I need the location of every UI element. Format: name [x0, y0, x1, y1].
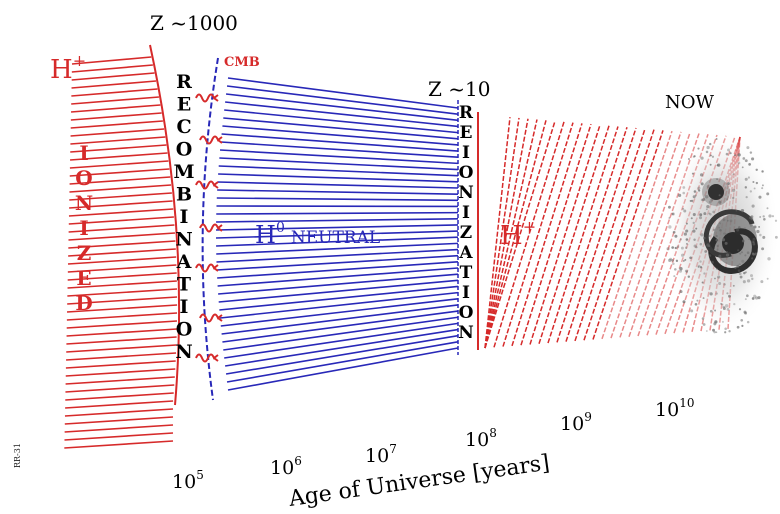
age-axis-tick-label: 106 — [270, 454, 302, 479]
age-axis-tick-label: 105 — [172, 468, 204, 493]
reionization-letter: N — [458, 323, 474, 343]
recombination-letter: N — [175, 341, 192, 363]
recombination-boundary — [149, 44, 181, 406]
age-axis-tick-label: 109 — [560, 410, 592, 435]
reionization-letter: I — [462, 143, 470, 163]
cmb-photon-icon — [195, 93, 219, 103]
ionized-letter: N — [75, 191, 93, 215]
age-axis-ticks: 105 106 107 108 109 1010 — [172, 396, 694, 493]
ionized-letter: O — [75, 166, 92, 190]
spiral-galaxy-icon — [664, 127, 780, 337]
age-axis-tick-label: 108 — [465, 426, 497, 451]
reionization-letter: T — [460, 263, 473, 283]
ionized-letter: Z — [77, 241, 92, 265]
ionized-letter: I — [79, 216, 88, 240]
recombination-letter: I — [180, 206, 189, 228]
age-axis-tick-label: 1010 — [655, 396, 694, 421]
recombination-letter: E — [177, 94, 191, 116]
ionized-region-early — [64, 56, 178, 449]
reionization-letter: A — [458, 243, 473, 263]
reionization-letter: O — [459, 163, 474, 183]
ionized-letter: D — [75, 291, 92, 315]
neutral-region — [215, 77, 459, 391]
ionized-early-ion-label: H+ — [50, 51, 86, 85]
reionization-letter: O — [459, 303, 474, 323]
redshift-reionization-label: Z ~10 — [428, 77, 490, 101]
recombination-letter: A — [176, 251, 192, 273]
recombination-letter: B — [176, 184, 192, 206]
recombination-letter: C — [176, 116, 191, 138]
cmb-photon-icon — [195, 263, 219, 273]
reionization-letter: R — [459, 103, 474, 123]
reionization-letter: N — [458, 183, 474, 203]
cmb-photon-icon — [199, 223, 223, 233]
reionization-letter: E — [460, 123, 473, 143]
reionization-letter: I — [462, 283, 470, 303]
age-axis-title: Age of Universe [years] — [286, 451, 551, 512]
cmb-photons — [195, 93, 223, 363]
recombination-letter: R — [176, 71, 192, 93]
age-axis-tick-label: 107 — [365, 442, 397, 467]
reionization-letter: I — [462, 203, 470, 223]
now-label: NOW — [665, 92, 715, 113]
cmb-photon-icon — [195, 353, 219, 363]
recombination-letter: I — [180, 296, 189, 318]
cmb-surface — [201, 57, 219, 401]
ionized-late-ion-label: H+ — [500, 217, 536, 251]
recombination-letter: O — [176, 139, 193, 161]
recombination-letter: O — [176, 319, 193, 341]
neutral-hydrogen-label: H0 NEUTRAL — [255, 220, 380, 249]
recombination-letter: M — [173, 161, 194, 183]
redshift-recombination-label: Z ~1000 — [150, 11, 238, 35]
cmb-photon-icon — [199, 135, 223, 145]
recombination-letter: N — [175, 229, 192, 251]
cmb-label: CMB — [224, 55, 260, 70]
reionization-letter: Z — [460, 223, 472, 243]
side-credit: RR-31 — [13, 443, 22, 468]
ionized-letter: I — [79, 141, 88, 165]
cmb-photon-icon — [195, 180, 219, 190]
recombination-letter: T — [177, 274, 191, 296]
cmb-photon-icon — [199, 313, 223, 323]
ionized-letter: E — [76, 266, 91, 290]
